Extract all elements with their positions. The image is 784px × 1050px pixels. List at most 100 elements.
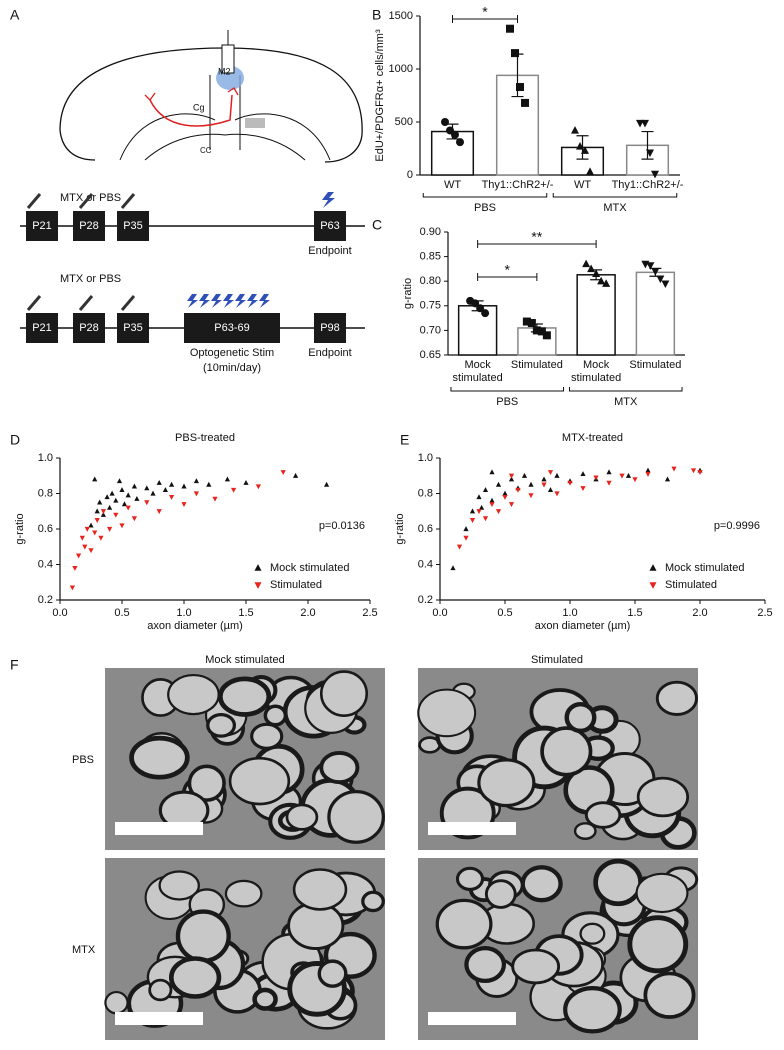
day-label: P35 xyxy=(123,322,143,334)
data-point xyxy=(537,327,546,336)
axon-profile xyxy=(292,868,348,911)
data-point xyxy=(125,492,131,498)
data-point xyxy=(463,535,469,541)
data-point xyxy=(119,487,125,493)
y-tick-label: 1500 xyxy=(389,10,413,22)
row-label: MTX xyxy=(72,944,96,956)
data-point xyxy=(576,141,584,150)
axon-profile xyxy=(579,922,606,945)
data-point xyxy=(502,490,508,496)
data-point xyxy=(144,500,150,506)
data-point xyxy=(169,494,175,500)
y-tick-label: 0.2 xyxy=(38,594,53,606)
data-point xyxy=(88,548,94,554)
x-tick-label: Stimulated xyxy=(629,359,681,371)
data-point xyxy=(193,491,199,497)
data-point xyxy=(641,119,649,128)
data-point xyxy=(169,481,175,487)
axon-profile xyxy=(563,986,622,1034)
data-point xyxy=(482,516,489,522)
y-tick-label: 0.6 xyxy=(418,523,433,535)
axon-profile xyxy=(484,879,517,909)
axon-profile xyxy=(593,858,643,907)
bar xyxy=(576,274,616,356)
data-point xyxy=(471,299,480,308)
data-point xyxy=(450,565,456,571)
data-point xyxy=(243,479,249,485)
group-label: MTX xyxy=(614,396,638,408)
panel-label: E xyxy=(400,432,409,448)
p-value: p=0.0136 xyxy=(319,520,365,532)
timeline: P21 P28 P35 P63-69 P98 MTX or PBS Optoge… xyxy=(20,273,365,374)
data-point xyxy=(476,494,482,500)
x-tick-label: 0.0 xyxy=(432,607,447,619)
data-point xyxy=(508,473,515,479)
axon-profile xyxy=(540,726,593,777)
brain-label: M2 xyxy=(218,66,231,76)
y-tick-label: 1000 xyxy=(389,63,413,75)
data-point xyxy=(632,477,638,483)
data-point xyxy=(656,275,665,284)
axon-profile xyxy=(228,756,291,806)
data-point xyxy=(144,485,150,491)
axon-profile xyxy=(317,959,348,988)
error-bar xyxy=(641,130,654,160)
day-label: P21 xyxy=(32,322,52,334)
day-label: P28 xyxy=(79,322,99,334)
axon-profile xyxy=(327,790,385,844)
data-point xyxy=(554,491,560,497)
data-point xyxy=(651,170,659,179)
column-label: Mock stimulated xyxy=(205,654,284,666)
axon-profile xyxy=(635,872,689,914)
data-point xyxy=(463,526,469,532)
group-label: PBS xyxy=(474,202,496,214)
data-point xyxy=(651,268,660,276)
bar xyxy=(457,305,498,356)
endpoint-label: Endpoint xyxy=(308,347,351,359)
data-point xyxy=(84,526,90,532)
significance-label: * xyxy=(505,262,511,278)
scale-bar xyxy=(115,822,203,835)
chart-title: PBS-treated xyxy=(175,432,235,444)
axon-profile xyxy=(104,991,129,1015)
data-point xyxy=(156,479,162,485)
group-bracket xyxy=(422,193,548,198)
data-point xyxy=(121,501,128,507)
axon-profile xyxy=(285,803,319,831)
data-point xyxy=(547,487,554,493)
axon-profile xyxy=(206,712,237,738)
data-point xyxy=(206,481,212,487)
data-point xyxy=(580,486,586,492)
x-tick-label: 0.0 xyxy=(52,607,67,619)
data-point xyxy=(645,467,651,473)
data-point xyxy=(97,499,103,505)
data-point xyxy=(554,472,560,478)
axon-profile xyxy=(224,879,263,908)
y-tick-label: 0 xyxy=(407,169,413,181)
data-point xyxy=(690,468,697,474)
x-axis-label: axon diameter (µm) xyxy=(147,620,243,632)
y-axis-label: g-ratio xyxy=(14,513,26,544)
data-point xyxy=(542,331,551,340)
data-point xyxy=(72,565,78,571)
data-point xyxy=(181,502,187,508)
axon-profile xyxy=(263,704,288,727)
axon-profile xyxy=(511,948,561,985)
data-point xyxy=(619,473,625,479)
column-label: Stimulated xyxy=(531,654,583,666)
significance-bracket xyxy=(477,240,597,248)
data-point xyxy=(587,264,596,273)
data-point xyxy=(664,476,671,482)
axon-profile xyxy=(627,915,689,974)
y-tick-label: 0.8 xyxy=(418,487,433,499)
data-point xyxy=(479,504,485,510)
x-tick-label: 0.5 xyxy=(114,607,129,619)
group-label: PBS xyxy=(496,396,518,408)
y-tick-label: 0.6 xyxy=(38,523,53,535)
axon-profile xyxy=(584,801,622,829)
data-point xyxy=(671,466,677,472)
scale-bar xyxy=(428,1012,516,1025)
data-point xyxy=(79,535,85,541)
data-point xyxy=(646,149,654,158)
axon-profile xyxy=(464,946,507,984)
